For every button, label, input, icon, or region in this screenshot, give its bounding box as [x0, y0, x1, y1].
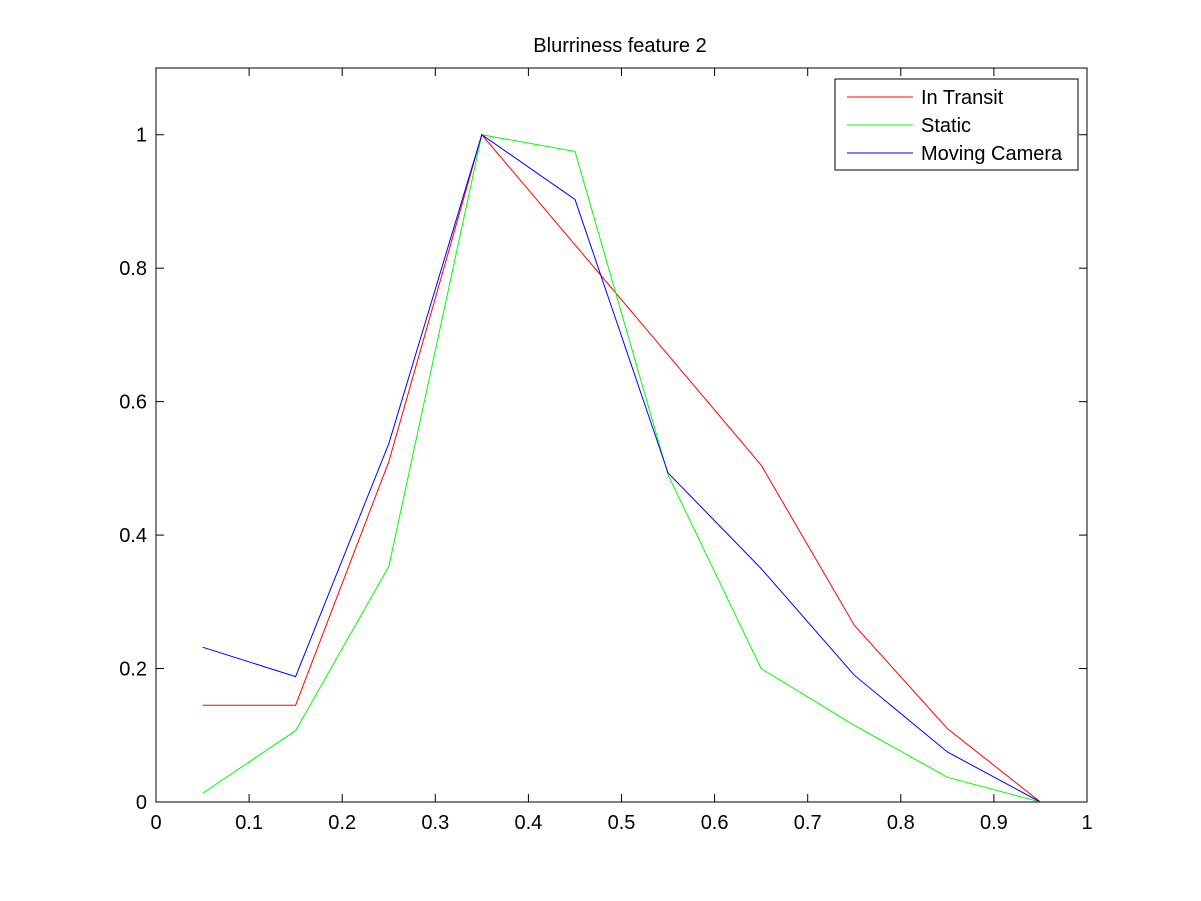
y-tick-label: 0 [136, 792, 147, 814]
x-tick-label: 1 [1081, 812, 1092, 834]
y-tick-label: 0.6 [119, 392, 147, 414]
chart-title: Blurriness feature 2 [533, 35, 706, 57]
y-tick-label: 0.8 [119, 258, 147, 280]
legend-label-in-transit: In Transit [921, 87, 1004, 109]
x-tick-label: 0.1 [235, 812, 263, 834]
x-tick-label: 0.8 [887, 812, 915, 834]
legend-label-moving-camera: Moving Camera [921, 143, 1063, 165]
plot-area [155, 67, 1088, 803]
x-tick-label: 0.4 [514, 812, 542, 834]
y-tick-label: 0.4 [119, 525, 147, 547]
y-axis: 0 0.2 0.4 0.6 0.8 1 [119, 125, 1087, 814]
x-tick-label: 0.7 [794, 812, 822, 834]
series-line-in-transit [202, 133, 1041, 803]
legend-label-static: Static [921, 115, 971, 137]
x-tick-label: 0.6 [701, 812, 729, 834]
x-tick-label: 0.9 [980, 812, 1008, 834]
series-lines [202, 133, 1041, 803]
series-line-moving-camera [202, 133, 1041, 803]
legend: In Transit Static Moving Camera [834, 78, 1079, 171]
x-tick-label: 0.5 [608, 812, 636, 834]
series-line-static [202, 134, 1041, 803]
x-tick-label: 0.2 [328, 812, 356, 834]
y-tick-label: 1 [136, 125, 147, 147]
x-axis: 0 0.1 0.2 0.3 0.4 0.5 0.6 0.7 0.8 0.9 1 [150, 68, 1093, 834]
x-tick-label: 0.3 [421, 812, 449, 834]
x-tick-label: 0 [150, 812, 161, 834]
y-tick-label: 0.2 [119, 659, 147, 681]
